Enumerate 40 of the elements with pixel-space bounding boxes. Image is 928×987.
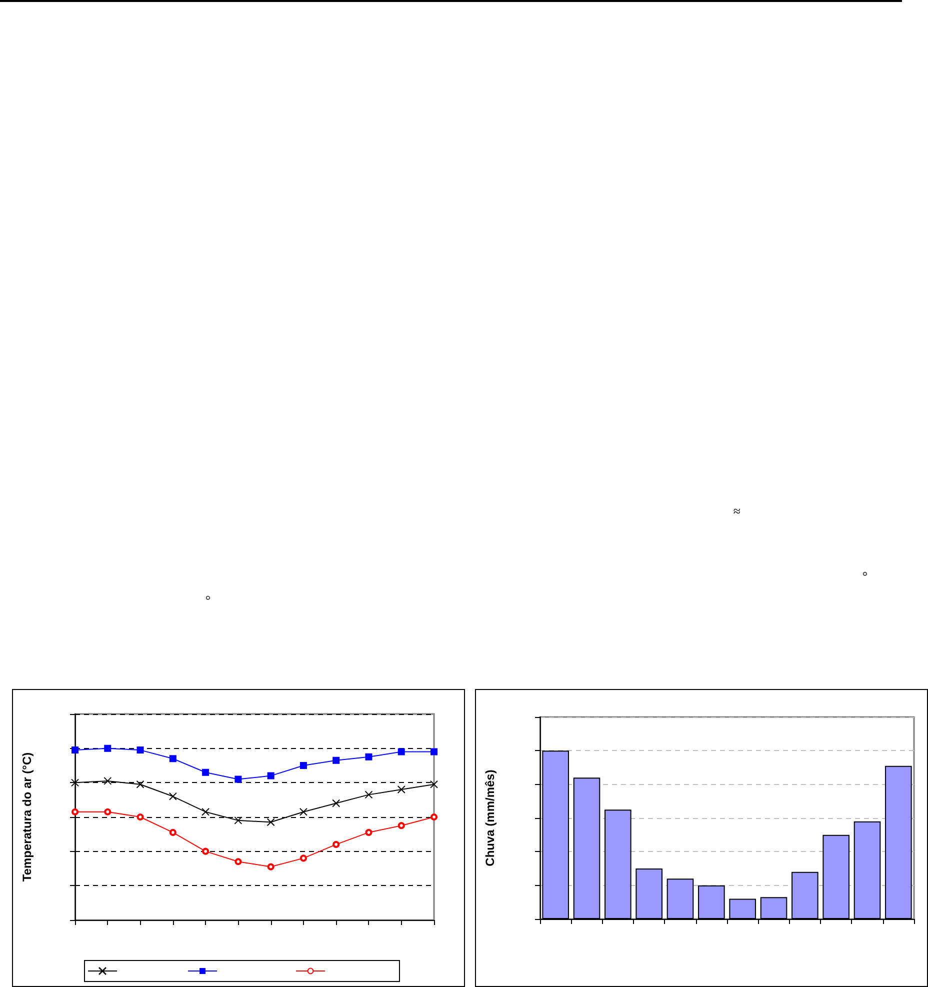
- point: [168, 792, 177, 800]
- point: [300, 762, 307, 769]
- point: [202, 808, 210, 816]
- point: [267, 863, 274, 870]
- point: [234, 858, 242, 866]
- point: [398, 822, 405, 830]
- point: [267, 772, 274, 780]
- point: [332, 799, 340, 808]
- text: °: [862, 568, 868, 584]
- point: [234, 816, 242, 824]
- point: [169, 755, 176, 762]
- point: [234, 776, 242, 783]
- point: [365, 828, 372, 836]
- point: [72, 808, 78, 816]
- point: [430, 780, 438, 788]
- point: [266, 818, 275, 826]
- point: [104, 744, 112, 752]
- point: [136, 746, 144, 754]
- point: [430, 748, 438, 756]
- point: [365, 753, 372, 760]
- y-axis-title: Temperatura do ar (°C): [20, 752, 34, 882]
- point: [136, 780, 144, 788]
- y-axis-title: Chuva (mm/mês): [483, 770, 497, 866]
- point: [169, 828, 176, 836]
- point: [397, 786, 406, 794]
- point: [202, 768, 210, 776]
- point: [332, 756, 340, 764]
- point: [300, 854, 307, 862]
- point: [398, 748, 405, 756]
- point: [430, 814, 438, 820]
- point: [332, 840, 340, 848]
- point: [72, 746, 78, 754]
- point: [104, 776, 112, 785]
- point: [136, 814, 144, 820]
- point: [202, 848, 210, 855]
- point: [104, 808, 112, 816]
- text: ≈: [733, 504, 741, 518]
- point: [299, 808, 308, 816]
- text: °: [205, 592, 211, 608]
- point: [364, 790, 373, 799]
